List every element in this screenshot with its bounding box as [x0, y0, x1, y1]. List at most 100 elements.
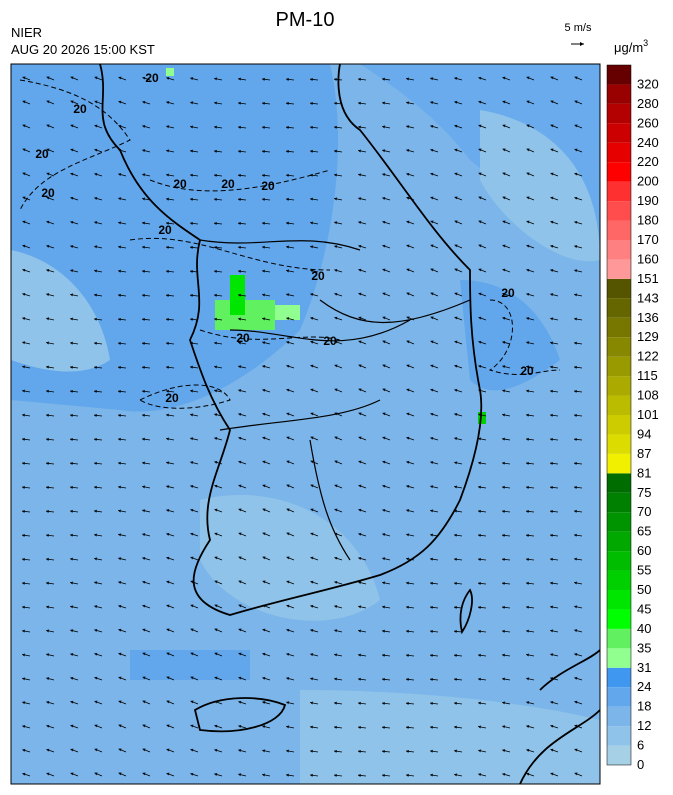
- wind-head: [334, 436, 338, 440]
- wind-head: [142, 221, 145, 225]
- wind-head: [46, 269, 50, 272]
- wind-head: [142, 580, 146, 584]
- wind-arrow: [118, 557, 127, 561]
- wind-arrow: [382, 436, 391, 441]
- wind-head: [550, 100, 554, 104]
- wind-arrow: [526, 701, 535, 705]
- wind-arrow: [22, 725, 31, 729]
- wind-arrow: [286, 412, 295, 417]
- wind-head: [190, 628, 194, 632]
- wind-head: [142, 125, 146, 128]
- hotspot: [230, 275, 245, 315]
- wind-head: [46, 748, 50, 752]
- wind-arrow: [430, 436, 439, 441]
- wind-head: [430, 725, 433, 729]
- wind-head: [310, 629, 314, 633]
- wind-head: [22, 389, 25, 393]
- contour-label: 20: [520, 364, 534, 378]
- wind-arrow: [190, 389, 199, 393]
- wind-head: [310, 269, 314, 273]
- wind-head: [430, 773, 433, 777]
- colorbar-label: 190: [637, 193, 659, 208]
- wind-arrow: [574, 700, 583, 705]
- wind-head: [22, 292, 26, 296]
- wind-arrow: [526, 557, 535, 561]
- wind-head: [502, 629, 505, 633]
- wind-head: [166, 461, 170, 465]
- contour-label: 20: [173, 177, 187, 191]
- wind-head: [142, 365, 145, 369]
- wind-arrow: [94, 700, 103, 705]
- wind-head: [574, 437, 577, 441]
- wind-arrow: [454, 100, 463, 105]
- wind-arrow: [478, 124, 487, 129]
- wind-head: [142, 389, 145, 393]
- wind-head: [46, 509, 49, 513]
- wind-arrow: [166, 628, 175, 633]
- wind-arrow: [334, 125, 343, 129]
- wind-head: [430, 77, 434, 81]
- wind-head: [358, 653, 361, 657]
- colorbar-label: 280: [637, 96, 659, 111]
- wind-arrow: [454, 388, 463, 393]
- wind-arrow: [22, 605, 31, 609]
- wind-arrow: [502, 220, 511, 225]
- wind-arrow: [286, 388, 295, 393]
- wind-head: [166, 389, 169, 393]
- wind-head: [142, 509, 146, 513]
- wind-arrow: [166, 76, 175, 81]
- wind-head: [406, 485, 410, 489]
- wind-head: [238, 749, 242, 753]
- wind-head: [46, 220, 50, 224]
- wind-head: [310, 125, 313, 129]
- wind-arrow: [142, 676, 151, 681]
- wind-arrow: [526, 485, 535, 489]
- wind-head: [478, 581, 481, 585]
- map-frame: [10, 63, 601, 785]
- wind-head: [502, 653, 505, 657]
- colorbar-label: 18: [637, 699, 651, 714]
- wind-arrow: [574, 509, 583, 513]
- wind-arrow: [214, 460, 223, 465]
- wind-arrow: [454, 533, 463, 537]
- wind-head: [310, 556, 314, 560]
- wind-head: [502, 509, 505, 513]
- wind-arrow: [238, 508, 247, 513]
- wind-head: [142, 437, 145, 441]
- wind-arrow: [526, 533, 535, 537]
- wind-arrow: [430, 485, 439, 489]
- wind-head: [94, 652, 98, 656]
- wind-head: [46, 700, 50, 704]
- wind-arrow: [118, 245, 127, 249]
- wind-head: [118, 485, 121, 489]
- wind-arrow: [526, 292, 535, 297]
- wind-head: [454, 196, 458, 200]
- wind-arrow: [214, 197, 223, 201]
- wind-arrow: [22, 748, 31, 753]
- colorbar-segment: [607, 628, 631, 649]
- colorbar-segment: [607, 648, 631, 668]
- wind-arrow: [286, 221, 295, 225]
- wind-arrow: [550, 341, 559, 345]
- wind-arrow: [94, 197, 103, 201]
- wind-head: [262, 341, 266, 345]
- wind-head: [214, 556, 218, 560]
- colorbar-segment: [607, 590, 631, 610]
- wind-head: [574, 317, 577, 321]
- wind-head: [118, 676, 122, 680]
- wind-arrow: [358, 149, 367, 153]
- wind-head: [454, 725, 457, 729]
- clean-area: [11, 250, 110, 372]
- wind-arrow: [94, 557, 103, 561]
- wind-head: [118, 509, 121, 513]
- wind-head: [310, 725, 313, 729]
- wind-head: [358, 340, 362, 344]
- wind-head: [382, 557, 386, 561]
- wind-arrow: [574, 172, 583, 177]
- wind-arrow: [382, 125, 391, 129]
- wind-head: [334, 388, 338, 392]
- wind-arrow: [430, 101, 439, 105]
- wind-head: [22, 605, 25, 609]
- wind-arrow: [406, 125, 415, 129]
- wind-arrow: [118, 341, 127, 345]
